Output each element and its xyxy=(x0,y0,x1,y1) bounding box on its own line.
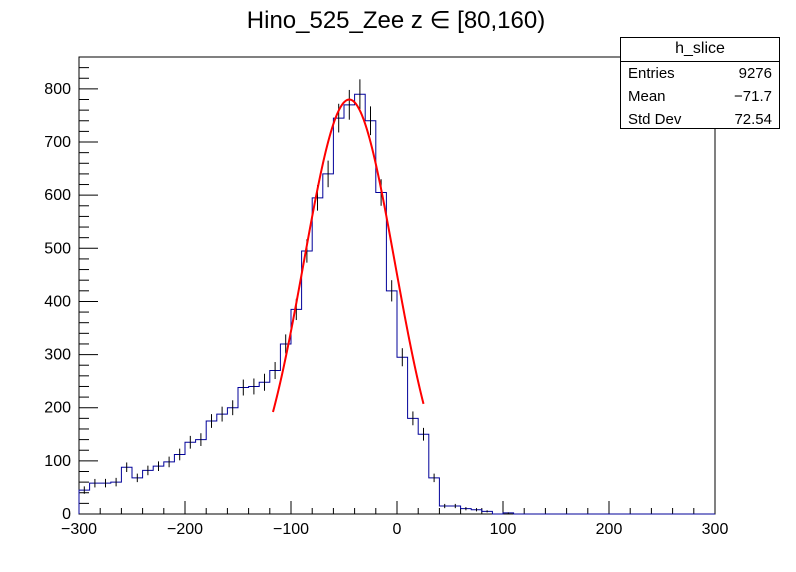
y-tick-label: 300 xyxy=(44,347,71,364)
y-tick-label: 800 xyxy=(44,81,71,98)
x-tick-label: 200 xyxy=(596,521,623,538)
axis-ticks: −300 −200 −100 0 100 200 300 0 100 200 300 400 500 60… xyxy=(44,56,729,538)
stats-row-mean: Mean −71.7 xyxy=(621,85,779,108)
histogram-outline xyxy=(78,93,715,515)
y-tick-label: 400 xyxy=(44,293,71,310)
x-tick-label: −300 xyxy=(61,521,97,538)
x-tick-label: 300 xyxy=(702,521,729,538)
y-tick-label: 200 xyxy=(44,400,71,417)
stats-box: h_slice Entries 9276 Mean −71.7 Std Dev … xyxy=(620,37,780,129)
y-tick-label: 500 xyxy=(44,240,71,257)
stats-label: Std Dev xyxy=(628,111,682,128)
stats-title: h_slice xyxy=(621,38,779,62)
y-tick-label: 100 xyxy=(44,453,71,470)
stats-row-entries: Entries 9276 xyxy=(621,62,779,85)
y-tick-label: 0 xyxy=(62,506,71,523)
stats-label: Mean xyxy=(628,88,666,105)
stats-row-stddev: Std Dev 72.54 xyxy=(621,108,779,131)
gaussian-fit-line xyxy=(272,98,425,413)
stats-value: −71.7 xyxy=(734,88,772,105)
fit-curve xyxy=(272,98,425,413)
stats-value: 9276 xyxy=(738,65,772,82)
y-tick-label: 700 xyxy=(44,134,71,151)
x-tick-label: 100 xyxy=(490,521,517,538)
stats-label: Entries xyxy=(628,65,675,82)
chart-title: Hino_525_Zee z ∈ [80,160) xyxy=(247,7,545,34)
histogram-series xyxy=(78,79,715,515)
x-tick-label: −200 xyxy=(167,521,203,538)
y-tick-label: 600 xyxy=(44,187,71,204)
stats-value: 72.54 xyxy=(734,111,772,128)
x-tick-label: −100 xyxy=(273,521,309,538)
x-tick-label: 0 xyxy=(393,521,402,538)
